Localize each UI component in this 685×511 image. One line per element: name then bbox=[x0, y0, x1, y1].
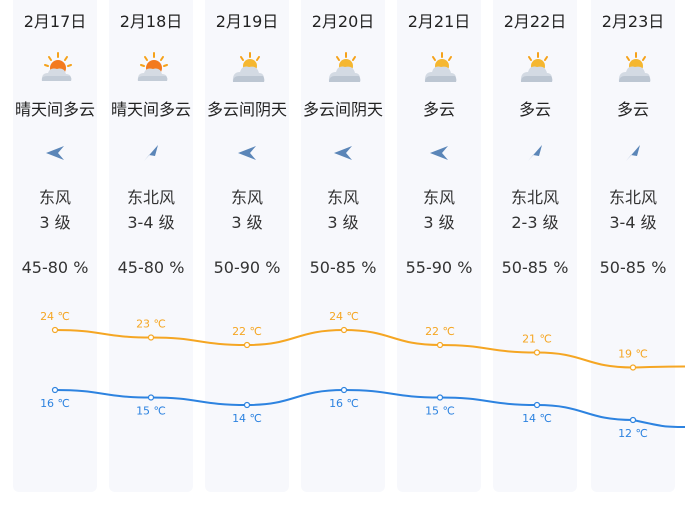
low-temperature-label: 12 ℃ bbox=[618, 427, 648, 440]
low-temperature-point bbox=[629, 416, 637, 424]
sun-cloud-icon bbox=[137, 52, 168, 81]
low-temperature-label: 15 ℃ bbox=[136, 405, 166, 418]
wind-direction-icon bbox=[46, 146, 64, 160]
low-temperature-point bbox=[436, 394, 444, 401]
cloudy-icon bbox=[618, 52, 651, 82]
day-date: 2月17日 bbox=[23, 12, 87, 31]
day-condition: 晴天间多云 bbox=[110, 100, 191, 119]
wind-direction-icon bbox=[144, 145, 158, 161]
wind-direction-icon bbox=[626, 145, 640, 161]
high-temperature-point bbox=[533, 349, 541, 356]
day-date: 2月23日 bbox=[601, 12, 665, 31]
high-temperature-label: 24 ℃ bbox=[40, 310, 70, 323]
low-temperature-label: 14 ℃ bbox=[522, 412, 552, 425]
day-column-2: 2月18日 晴天间多云 东北风 3-4 级 45-80 % bbox=[109, 0, 193, 492]
day-condition: 多云 bbox=[422, 100, 455, 119]
wind-level: 3 级 bbox=[39, 213, 71, 232]
wind-direction-icon bbox=[238, 146, 256, 160]
low-temperature-line bbox=[54, 388, 685, 428]
day-condition: 多云间阴天 bbox=[302, 100, 383, 119]
humidity-range: 45-80 % bbox=[21, 258, 89, 277]
wind-direction-icon bbox=[528, 145, 542, 161]
cloudy-icon bbox=[424, 52, 457, 82]
low-temperature-point bbox=[147, 394, 155, 401]
wind-level: 3 级 bbox=[231, 213, 263, 232]
day-date: 2月19日 bbox=[215, 12, 279, 31]
day-date: 2月18日 bbox=[119, 12, 183, 31]
wind-direction-label: 东风 bbox=[230, 188, 263, 207]
high-temperature-point bbox=[340, 326, 348, 334]
high-temperature-point bbox=[436, 341, 444, 349]
wind-direction-label: 东风 bbox=[326, 188, 359, 207]
wind-direction-label: 东风 bbox=[422, 188, 455, 207]
day-column-1: 2月17日 晴天间多云 东风 3 级 45-80 % bbox=[13, 0, 97, 492]
low-temperature-point bbox=[533, 401, 541, 409]
day-date: 2月20日 bbox=[311, 12, 375, 31]
wind-direction-label: 东北风 bbox=[608, 188, 657, 207]
day-column-6: 2月22日 多云 东北风 2-3 级 50-85 % bbox=[493, 0, 577, 492]
wind-direction-icon bbox=[430, 146, 448, 160]
humidity-range: 50-85 % bbox=[501, 258, 569, 277]
cloudy-icon bbox=[232, 52, 265, 82]
humidity-range: 55-90 % bbox=[405, 258, 473, 277]
low-temperature-label: 14 ℃ bbox=[232, 412, 262, 425]
high-temperature-point bbox=[147, 334, 155, 341]
day-column-4: 2月20日 多云间阴天 东风 3 级 50-85 % bbox=[301, 0, 385, 492]
high-temperature-point bbox=[629, 364, 637, 371]
high-temperature-label: 23 ℃ bbox=[136, 318, 166, 331]
day-condition: 多云 bbox=[518, 100, 551, 119]
wind-level: 3 级 bbox=[327, 213, 359, 232]
low-temperature-point bbox=[51, 386, 59, 394]
low-temperature-label: 16 ℃ bbox=[40, 397, 70, 410]
humidity-range: 50-90 % bbox=[213, 258, 281, 277]
day-date: 2月22日 bbox=[503, 12, 567, 31]
day-column-5: 2月21日 多云 东风 3 级 55-90 % bbox=[397, 0, 481, 492]
day-column-3: 2月19日 多云间阴天 东风 3 级 50-90 % bbox=[205, 0, 289, 492]
wind-direction-label: 东风 bbox=[38, 188, 71, 207]
wind-level: 3 级 bbox=[423, 213, 455, 232]
wind-level: 2-3 级 bbox=[511, 213, 559, 232]
day-condition: 多云 bbox=[616, 100, 649, 119]
high-temperature-label: 24 ℃ bbox=[329, 310, 359, 323]
wind-level: 3-4 级 bbox=[127, 213, 175, 232]
day-column-7: 2月23日 多云 东北风 3-4 级 50-85 % bbox=[591, 0, 675, 492]
wind-direction-icon bbox=[334, 146, 352, 160]
wind-level: 3-4 级 bbox=[609, 213, 657, 232]
day-condition: 晴天间多云 bbox=[14, 100, 95, 119]
cloudy-icon bbox=[520, 52, 553, 82]
high-temperature-point bbox=[51, 326, 59, 334]
humidity-range: 50-85 % bbox=[309, 258, 377, 277]
humidity-range: 50-85 % bbox=[599, 258, 667, 277]
high-temperature-label: 19 ℃ bbox=[618, 348, 648, 361]
high-temperature-label: 22 ℃ bbox=[232, 325, 262, 338]
low-temperature-point bbox=[340, 386, 348, 394]
high-temperature-line bbox=[54, 328, 685, 369]
low-temperature-point bbox=[243, 401, 251, 409]
wind-direction-label: 东北风 bbox=[510, 188, 559, 207]
low-temperature-label: 15 ℃ bbox=[425, 405, 455, 418]
humidity-range: 45-80 % bbox=[117, 258, 185, 277]
high-temperature-point bbox=[243, 341, 251, 349]
day-date: 2月21日 bbox=[407, 12, 471, 31]
high-temperature-label: 22 ℃ bbox=[425, 325, 455, 338]
day-condition: 多云间阴天 bbox=[206, 100, 287, 119]
high-temperature-label: 21 ℃ bbox=[522, 333, 552, 346]
sun-cloud-icon bbox=[41, 52, 72, 81]
wind-direction-label: 东北风 bbox=[126, 188, 175, 207]
cloudy-icon bbox=[328, 52, 361, 82]
low-temperature-label: 16 ℃ bbox=[329, 397, 359, 410]
